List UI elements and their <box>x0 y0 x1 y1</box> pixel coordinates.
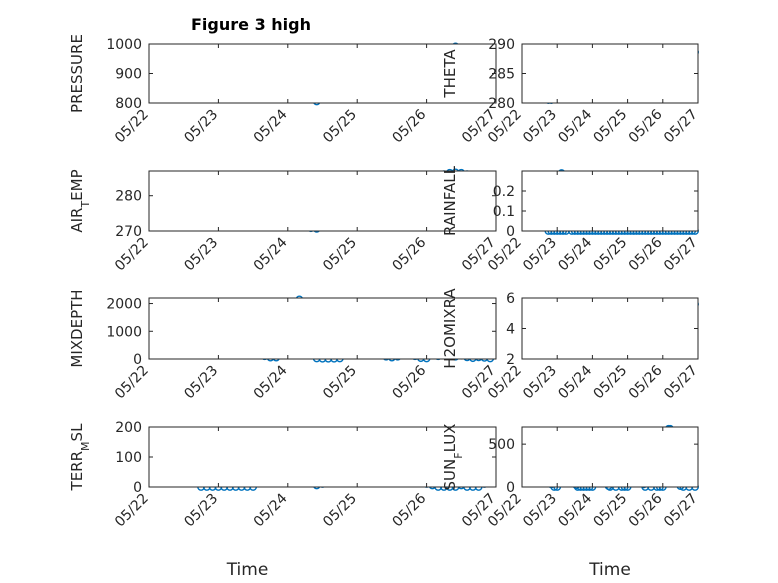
figure-title: Figure 3 high <box>191 15 311 34</box>
y-tick-label: 280 <box>488 96 515 112</box>
y-tick-label: 285 <box>488 67 515 83</box>
y-axis-label-part: TERR <box>68 451 86 492</box>
axes-frame <box>148 43 497 104</box>
y-tick-label: 0 <box>506 224 515 240</box>
axes-frame <box>148 170 497 232</box>
y-tick-label: 0 <box>506 480 515 496</box>
y-axis-label: MIXDEPTH <box>68 289 86 367</box>
axes-frame <box>521 43 699 104</box>
y-axis-label: RAINFALL <box>441 165 459 236</box>
y-tick-label: 1000 <box>106 37 142 53</box>
y-tick-label: 2 <box>506 352 515 368</box>
y-tick-label: 280 <box>115 189 142 205</box>
y-tick-label: 0 <box>133 352 142 368</box>
x-axis-label: Time <box>226 560 269 580</box>
y-tick-label: 500 <box>488 437 515 453</box>
y-axis-label-part: SL <box>68 423 86 442</box>
y-tick-label: 2000 <box>106 297 142 313</box>
y-tick-label: 290 <box>488 37 515 53</box>
x-axis-label: Time <box>588 560 631 580</box>
y-axis-label-part: MIXDEPTH <box>68 289 86 367</box>
y-tick-label: 0.1 <box>493 204 515 220</box>
y-axis-label: H2OMIXRA <box>441 288 459 369</box>
y-axis-label: AIRTEMP <box>68 169 92 232</box>
axes-frame <box>521 297 699 360</box>
y-axis-label: PRESSURE <box>68 34 86 113</box>
y-tick-label: 800 <box>115 96 142 112</box>
y-tick-label: 0.2 <box>493 184 515 200</box>
y-tick-label: 1000 <box>106 324 142 340</box>
y-axis-label-part: M <box>79 441 92 451</box>
y-axis-label-part: F <box>452 452 465 458</box>
y-axis-label-part: THETA <box>441 49 459 99</box>
axes-frame <box>521 426 699 488</box>
y-tick-label: 0 <box>133 480 142 496</box>
y-axis-label: TERRMSL <box>68 423 92 492</box>
axes-frame <box>148 426 497 488</box>
y-axis-label-part: EMP <box>68 169 86 200</box>
y-axis-label-part: LUX <box>441 424 459 453</box>
y-axis-label-part: SUN <box>441 459 459 491</box>
y-axis-label: SUNFLUX <box>441 424 465 491</box>
y-tick-label: 4 <box>506 322 515 338</box>
y-axis-label-part: H2OMIXRA <box>441 288 459 369</box>
y-axis-label-part: PRESSURE <box>68 34 86 113</box>
y-tick-label: 6 <box>506 291 515 307</box>
y-tick-label: 900 <box>115 67 142 83</box>
y-axis-label-part: RAINFALL <box>441 165 459 236</box>
axes-frame <box>521 170 699 232</box>
y-axis-label-part: T <box>79 201 92 209</box>
y-tick-label: 270 <box>115 224 142 240</box>
y-axis-label-part: AIR <box>68 208 86 233</box>
y-axis-label: THETA <box>441 49 459 99</box>
axes-frame <box>148 297 497 360</box>
y-tick-label: 200 <box>115 420 142 436</box>
y-tick-label: 100 <box>115 450 142 466</box>
